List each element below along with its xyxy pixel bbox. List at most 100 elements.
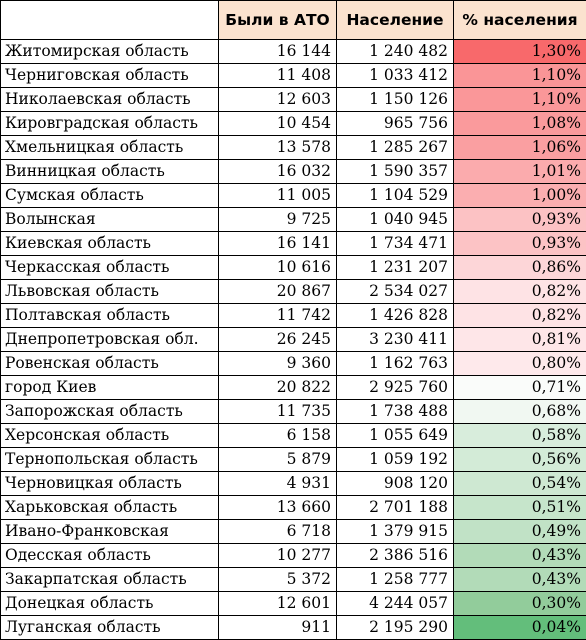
cell-percent: 0,68% (454, 400, 586, 424)
cell-ato: 20 867 (219, 280, 337, 304)
cell-percent: 0,93% (454, 208, 586, 232)
cell-population: 2 925 760 (337, 376, 454, 400)
cell-population: 1 104 529 (337, 184, 454, 208)
cell-percent: 1,06% (454, 136, 586, 160)
cell-region: Сумская область (1, 184, 219, 208)
cell-population: 1 285 267 (337, 136, 454, 160)
cell-ato: 16 144 (219, 40, 337, 64)
cell-percent: 0,93% (454, 232, 586, 256)
cell-ato: 6 718 (219, 520, 337, 544)
cell-ato: 12 603 (219, 88, 337, 112)
cell-percent: 1,08% (454, 112, 586, 136)
cell-ato: 911 (219, 616, 337, 640)
cell-region: Киевская область (1, 232, 219, 256)
cell-population: 2 386 516 (337, 544, 454, 568)
cell-ato: 10 454 (219, 112, 337, 136)
cell-ato: 16 141 (219, 232, 337, 256)
cell-population: 1 033 412 (337, 64, 454, 88)
cell-region: Закарпатская область (1, 568, 219, 592)
cell-ato: 11 735 (219, 400, 337, 424)
cell-percent: 0,81% (454, 328, 586, 352)
cell-percent: 0,04% (454, 616, 586, 640)
cell-percent: 1,10% (454, 88, 586, 112)
cell-ato: 9 725 (219, 208, 337, 232)
cell-ato: 11 408 (219, 64, 337, 88)
cell-region: Кировградская область (1, 112, 219, 136)
cell-population: 2 534 027 (337, 280, 454, 304)
cell-population: 1 059 192 (337, 448, 454, 472)
cell-population: 1 150 126 (337, 88, 454, 112)
cell-ato: 10 616 (219, 256, 337, 280)
cell-percent: 0,54% (454, 472, 586, 496)
cell-region: Волынская (1, 208, 219, 232)
cell-ato: 10 277 (219, 544, 337, 568)
cell-population: 2 701 188 (337, 496, 454, 520)
cell-region: Харьковская область (1, 496, 219, 520)
cell-ato: 6 158 (219, 424, 337, 448)
cell-population: 1 590 357 (337, 160, 454, 184)
cell-population: 1 162 763 (337, 352, 454, 376)
cell-percent: 0,71% (454, 376, 586, 400)
cell-region: Житомирская область (1, 40, 219, 64)
cell-region: Черновицкая область (1, 472, 219, 496)
cell-population: 4 244 057 (337, 592, 454, 616)
header-row: Были в АТО Население % населения (1, 1, 586, 40)
cell-percent: 1,10% (454, 64, 586, 88)
cell-ato: 11 005 (219, 184, 337, 208)
header-region (1, 1, 219, 40)
cell-population: 1 258 777 (337, 568, 454, 592)
cell-region: Николаевская область (1, 88, 219, 112)
cell-population: 1 426 828 (337, 304, 454, 328)
cell-ato: 13 660 (219, 496, 337, 520)
cell-population: 3 230 411 (337, 328, 454, 352)
cell-region: город Киев (1, 376, 219, 400)
header-population: Население (337, 1, 454, 40)
cell-population: 2 195 290 (337, 616, 454, 640)
cell-region: Одесская область (1, 544, 219, 568)
cell-ato: 16 032 (219, 160, 337, 184)
cell-population: 1 240 482 (337, 40, 454, 64)
cell-region: Полтавская область (1, 304, 219, 328)
cell-population: 1 040 945 (337, 208, 454, 232)
cell-region: Львовская область (1, 280, 219, 304)
cell-region: Донецкая область (1, 592, 219, 616)
cell-region: Тернопольская область (1, 448, 219, 472)
header-ato: Были в АТО (219, 1, 337, 40)
cell-region: Черкасская область (1, 256, 219, 280)
cell-population: 1 734 471 (337, 232, 454, 256)
cell-region: Днепропетровская обл. (1, 328, 219, 352)
cell-population: 1 055 649 (337, 424, 454, 448)
cell-population: 1 231 207 (337, 256, 454, 280)
cell-percent: 1,30% (454, 40, 586, 64)
cell-ato: 12 601 (219, 592, 337, 616)
cell-percent: 0,80% (454, 352, 586, 376)
cell-ato: 13 578 (219, 136, 337, 160)
cell-population: 908 120 (337, 472, 454, 496)
cell-percent: 0,82% (454, 280, 586, 304)
cell-region: Хмельницкая область (1, 136, 219, 160)
cell-ato: 5 372 (219, 568, 337, 592)
cell-percent: 0,51% (454, 496, 586, 520)
cell-region: Черниговская область (1, 64, 219, 88)
cell-percent: 0,30% (454, 592, 586, 616)
cell-region: Луганская область (1, 616, 219, 640)
cell-ato: 26 245 (219, 328, 337, 352)
